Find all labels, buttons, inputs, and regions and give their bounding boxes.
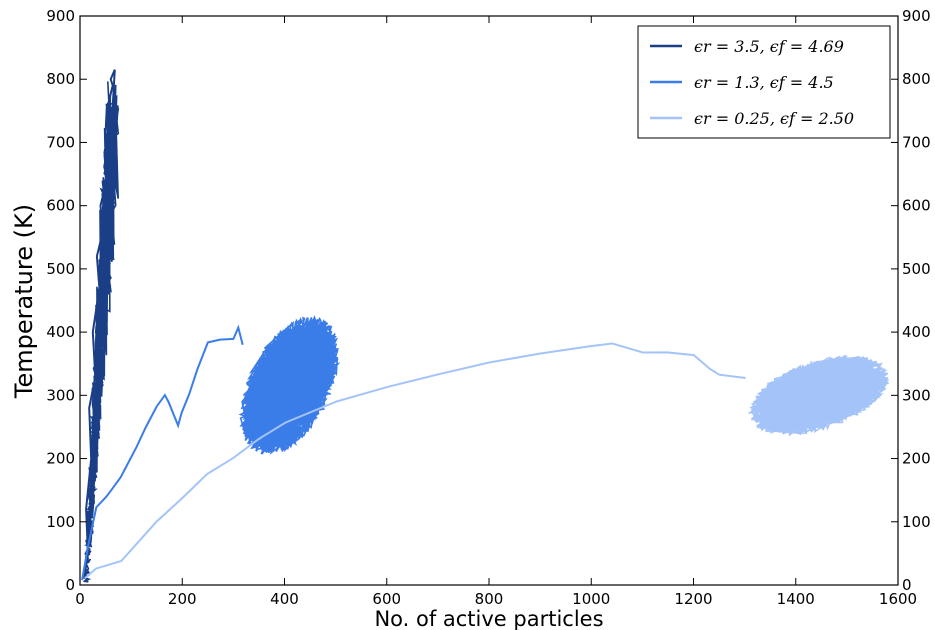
x-tick-label: 1400 — [777, 590, 815, 608]
y-tick-label-right: 0 — [902, 576, 912, 594]
x-tick-label: 200 — [168, 590, 197, 608]
plot-layer — [81, 69, 890, 583]
y-tick-label-right: 600 — [902, 197, 931, 215]
y-tick-label-right: 200 — [902, 450, 931, 468]
y-tick-label-right: 500 — [902, 260, 931, 278]
series-1-envelope — [83, 69, 117, 579]
series-3-cluster — [748, 354, 890, 437]
legend-label: ϵr = 0.25, ϵf = 2.50 — [694, 109, 854, 128]
legend-label: ϵr = 1.3, ϵf = 4.5 — [694, 73, 834, 92]
series-1 — [83, 69, 120, 583]
y-tick-label-right: 100 — [902, 513, 931, 531]
y-axis-title: Temperature (K) — [10, 204, 38, 399]
x-tick-label: 1000 — [572, 590, 610, 608]
x-tick-label: 400 — [270, 590, 299, 608]
series-2-trajectory — [81, 324, 244, 581]
y-tick-label: 0 — [65, 576, 75, 594]
y-tick-label: 500 — [46, 260, 75, 278]
series-2-cluster — [238, 315, 341, 456]
x-tick-label: 600 — [372, 590, 401, 608]
legend: ϵr = 3.5, ϵf = 4.69 ϵr = 1.3, ϵf = 4.5 ϵr … — [637, 25, 891, 139]
series-2 — [81, 315, 341, 581]
x-tick-label: 1600 — [879, 590, 917, 608]
x-axis-title: No. of active particles — [374, 607, 603, 630]
series-1-line — [83, 81, 120, 583]
y-tick-label-right: 900 — [902, 7, 931, 25]
y-tick-label: 400 — [46, 323, 75, 341]
legend-label: ϵr = 3.5, ϵf = 4.69 — [694, 37, 844, 56]
y-tick-label-right: 400 — [902, 323, 931, 341]
series-3-trajectory — [84, 342, 746, 580]
y-tick-label-right: 300 — [902, 386, 931, 404]
y-tick-label: 800 — [46, 70, 75, 88]
y-tick-label: 100 — [46, 513, 75, 531]
y-tick-label-right: 700 — [902, 133, 931, 151]
x-tick-label: 1200 — [674, 590, 712, 608]
y-tick-label: 200 — [46, 450, 75, 468]
y-tick-label: 300 — [46, 386, 75, 404]
x-tick-label: 800 — [475, 590, 504, 608]
y-tick-label: 600 — [46, 197, 75, 215]
y-tick-label-right: 800 — [902, 70, 931, 88]
y-tick-label: 700 — [46, 133, 75, 151]
y-tick-label: 900 — [46, 7, 75, 25]
x-tick-label: 0 — [75, 590, 85, 608]
series-3 — [84, 342, 890, 580]
